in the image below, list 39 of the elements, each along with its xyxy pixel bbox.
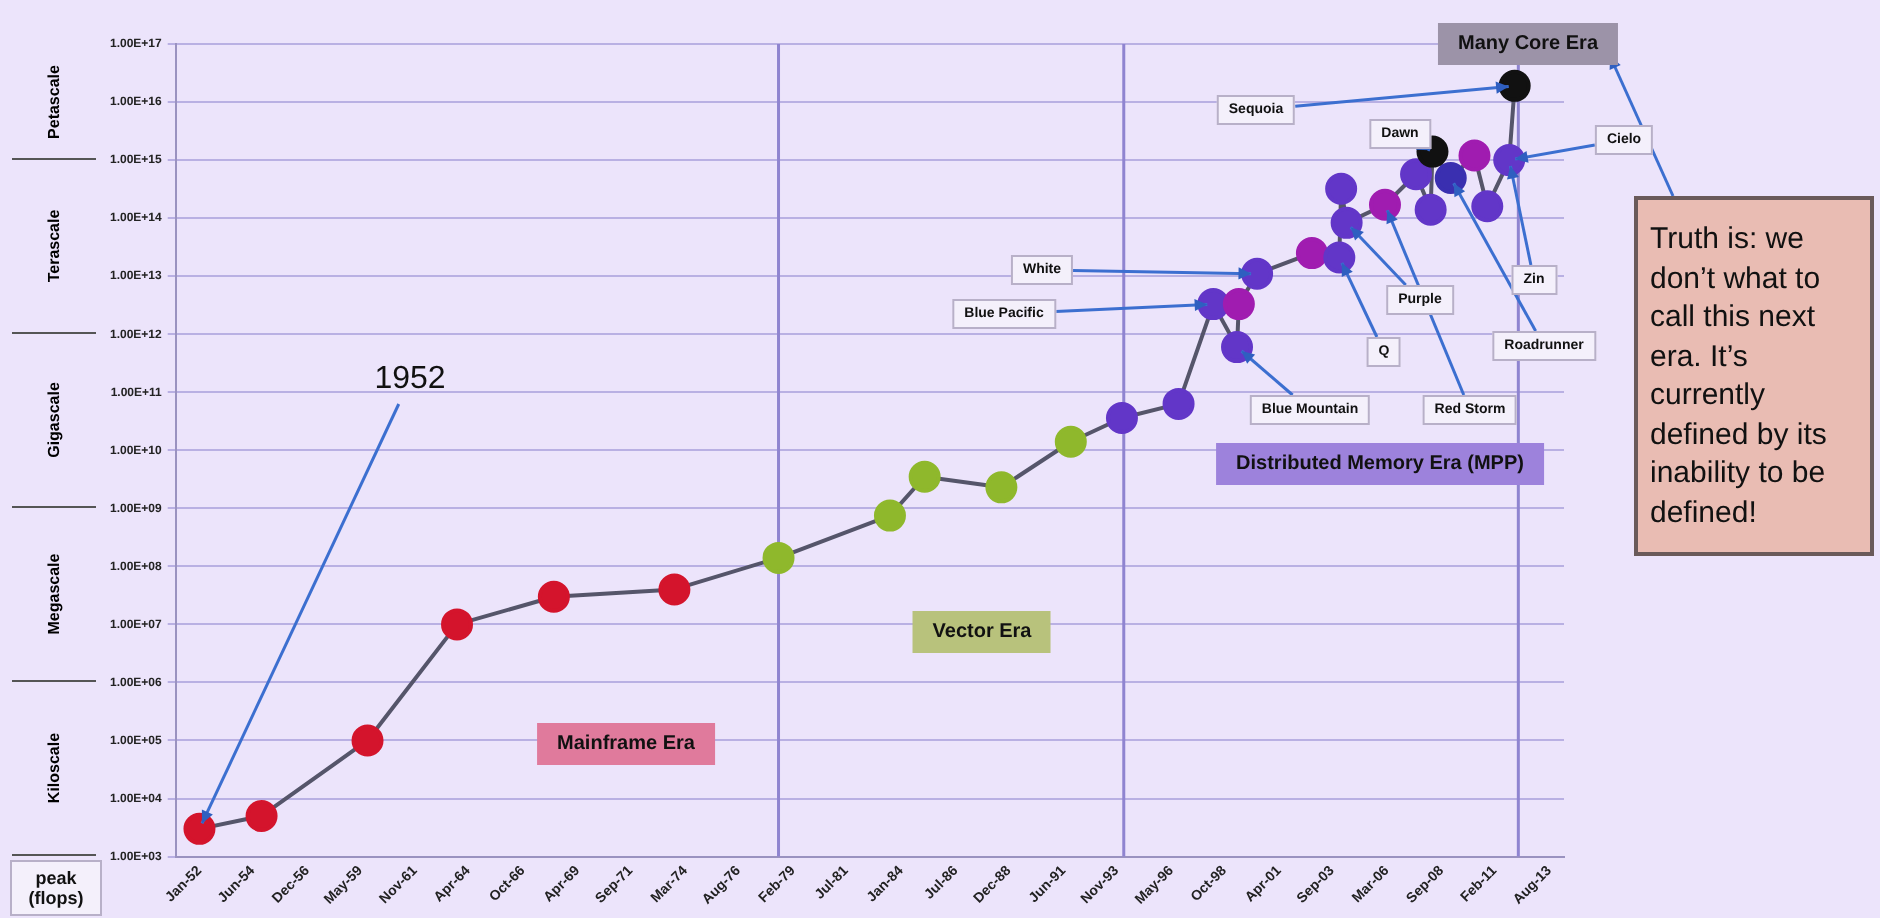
annotation: 1952: [372, 360, 448, 400]
point: [1498, 69, 1531, 102]
point: [1400, 158, 1433, 191]
annotation: Many Core Era: [1437, 23, 1619, 65]
point: [245, 799, 278, 832]
point: [1325, 172, 1358, 205]
text: Gigascale: [45, 382, 63, 459]
text: Terascale: [45, 209, 63, 283]
point: [351, 724, 384, 757]
point: [537, 580, 570, 613]
point: [1414, 193, 1447, 226]
point: [1295, 237, 1328, 270]
point: [441, 608, 474, 641]
point: [1330, 206, 1363, 239]
point: [908, 460, 941, 493]
point: [762, 541, 795, 574]
annotation: Mainframe Era: [537, 723, 715, 765]
point: [1458, 139, 1491, 172]
text: Petascale: [45, 64, 63, 138]
point: [658, 573, 691, 606]
point: [1368, 188, 1401, 221]
text: Truth is: we don’t what to call this next era. It’s currently defined by its inability to be defined!: [1634, 196, 1874, 556]
annotation: Vector Era: [912, 611, 1052, 653]
point: [985, 471, 1018, 504]
annotation: Distributed Memory Era (MPP): [1216, 443, 1544, 485]
point: [183, 812, 216, 845]
point: [1222, 288, 1255, 321]
text: Megascale: [45, 553, 63, 635]
point: [1241, 257, 1274, 290]
point: [1162, 387, 1195, 420]
y-axis-title: peak (flops): [10, 860, 102, 917]
point: [1471, 190, 1504, 223]
point: [1105, 401, 1138, 434]
point: [1221, 331, 1254, 364]
point: [873, 499, 906, 532]
point: [1323, 241, 1356, 274]
point: [1434, 162, 1467, 195]
text: Kiloscale: [45, 733, 63, 804]
point: [1054, 425, 1087, 458]
